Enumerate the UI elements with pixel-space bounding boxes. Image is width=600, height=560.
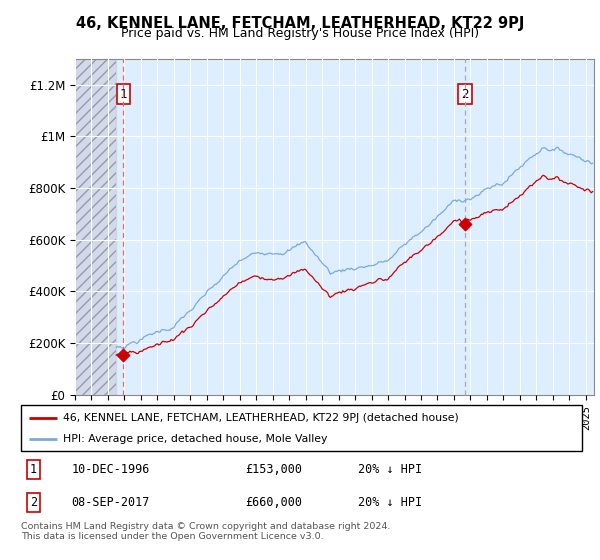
Text: Price paid vs. HM Land Registry's House Price Index (HPI): Price paid vs. HM Land Registry's House … <box>121 27 479 40</box>
Point <box>119 351 128 360</box>
Text: £153,000: £153,000 <box>245 463 302 475</box>
Point <box>460 220 470 228</box>
Text: Contains HM Land Registry data © Crown copyright and database right 2024.
This d: Contains HM Land Registry data © Crown c… <box>21 522 391 542</box>
Text: 1: 1 <box>119 87 127 101</box>
Text: 2: 2 <box>30 496 37 509</box>
Bar <box>75 59 116 395</box>
Text: HPI: Average price, detached house, Mole Valley: HPI: Average price, detached house, Mole… <box>63 435 328 444</box>
Text: 2: 2 <box>461 87 469 101</box>
Text: 46, KENNEL LANE, FETCHAM, LEATHERHEAD, KT22 9PJ: 46, KENNEL LANE, FETCHAM, LEATHERHEAD, K… <box>76 16 524 31</box>
Text: 20% ↓ HPI: 20% ↓ HPI <box>358 496 422 509</box>
Text: 46, KENNEL LANE, FETCHAM, LEATHERHEAD, KT22 9PJ (detached house): 46, KENNEL LANE, FETCHAM, LEATHERHEAD, K… <box>63 413 459 423</box>
Text: 08-SEP-2017: 08-SEP-2017 <box>71 496 150 509</box>
Text: £660,000: £660,000 <box>245 496 302 509</box>
Text: 1: 1 <box>30 463 37 475</box>
Text: 20% ↓ HPI: 20% ↓ HPI <box>358 463 422 475</box>
Bar <box>75 59 116 395</box>
Text: 10-DEC-1996: 10-DEC-1996 <box>71 463 150 475</box>
